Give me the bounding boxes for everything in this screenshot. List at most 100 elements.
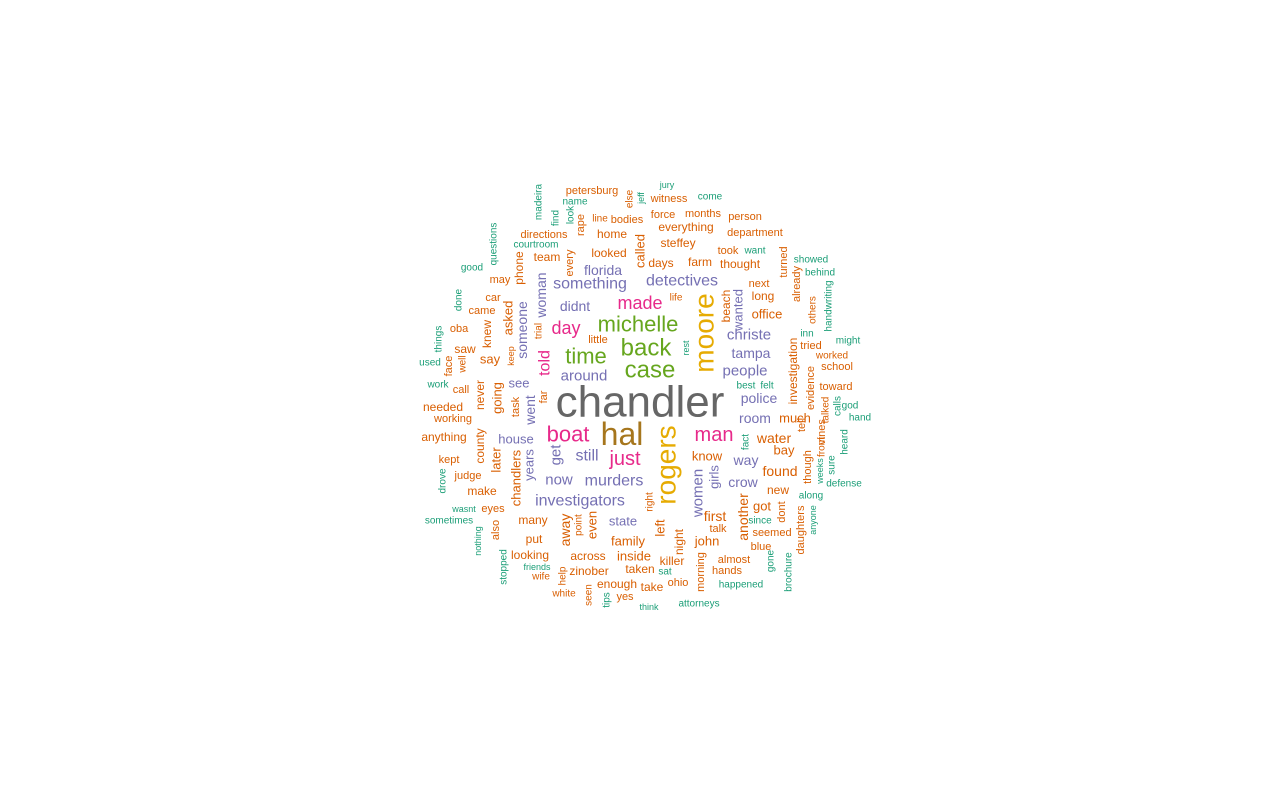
word-though: though xyxy=(802,450,814,484)
word-talk: talk xyxy=(709,523,727,535)
word-yes: yes xyxy=(616,591,634,603)
word-later: later xyxy=(489,447,504,473)
word-phone: phone xyxy=(512,251,526,285)
word-brochure: brochure xyxy=(784,552,795,592)
word-even: even xyxy=(585,511,600,539)
word-daughters: daughters xyxy=(795,505,807,554)
word-see: see xyxy=(509,376,530,391)
word-water: water xyxy=(756,430,792,446)
word-questions: questions xyxy=(489,223,500,266)
word-found: found xyxy=(762,463,797,479)
word-tampa: tampa xyxy=(732,345,771,361)
word-think: think xyxy=(639,602,659,612)
word-much: much xyxy=(779,411,811,426)
word-also: also xyxy=(490,520,502,540)
word-want: want xyxy=(743,246,765,257)
word-beach: beach xyxy=(719,290,733,323)
word-state: state xyxy=(609,514,637,529)
word-looked: looked xyxy=(591,246,626,260)
word-since: since xyxy=(748,516,772,527)
word-task: task xyxy=(510,396,522,417)
word-keep: keep xyxy=(506,346,516,366)
word-madeira: madeira xyxy=(534,184,545,221)
word-sometimes: sometimes xyxy=(425,516,473,527)
word-already: already xyxy=(791,265,803,302)
word-man: man xyxy=(695,424,734,446)
word-john: john xyxy=(694,534,720,549)
word-take: take xyxy=(641,580,664,594)
word-rape: rape xyxy=(575,214,587,236)
word-new: new xyxy=(767,483,789,497)
word-made: made xyxy=(617,293,662,313)
word-point: point xyxy=(574,514,585,536)
word-still: still xyxy=(575,448,598,465)
word-people: people xyxy=(722,363,767,380)
word-another: another xyxy=(735,493,751,541)
word-room: room xyxy=(739,410,771,426)
word-life: life xyxy=(670,293,683,304)
word-needed: needed xyxy=(423,400,463,414)
word-christe: christe xyxy=(727,327,771,344)
word-white: white xyxy=(551,589,576,600)
word-force: force xyxy=(651,209,675,221)
word-working: working xyxy=(433,413,472,425)
word-eyes: eyes xyxy=(481,503,505,515)
word-farm: farm xyxy=(688,255,712,269)
word-might: might xyxy=(836,336,861,347)
word-fact: fact xyxy=(741,434,752,450)
word-person: person xyxy=(728,211,762,223)
word-heard: heard xyxy=(840,429,851,455)
word-everything: everything xyxy=(658,220,713,234)
word-moore: moore xyxy=(689,293,720,372)
word-day: day xyxy=(551,318,580,338)
word-girls: girls xyxy=(707,465,722,489)
word-back: back xyxy=(621,335,673,362)
word-anyone: anyone xyxy=(808,505,818,535)
word-knew: knew xyxy=(480,320,494,348)
word-almost: almost xyxy=(718,554,750,566)
word-tried: tried xyxy=(800,340,821,352)
word-wasnt: wasnt xyxy=(451,504,476,514)
word-happened: happened xyxy=(719,580,764,591)
word-boat: boat xyxy=(547,422,590,447)
word-called: called xyxy=(633,234,648,268)
word-trial: trial xyxy=(534,323,545,339)
word-woman: woman xyxy=(533,272,549,318)
word-jeff: jeff xyxy=(636,192,646,205)
word-family: family xyxy=(611,534,645,549)
word-get: get xyxy=(548,444,565,466)
word-zinober: zinober xyxy=(569,564,608,578)
word-came: came xyxy=(469,305,496,317)
word-say: say xyxy=(480,352,501,367)
word-directions: directions xyxy=(520,229,568,241)
word-police: police xyxy=(741,390,778,406)
word-little: little xyxy=(588,334,608,346)
word-something: something xyxy=(553,276,627,293)
word-find: find xyxy=(551,210,562,226)
word-calls: calls xyxy=(833,396,844,416)
word-defense: defense xyxy=(826,479,862,490)
word-county: county xyxy=(473,428,487,463)
word-line: line xyxy=(592,214,608,225)
word-months: months xyxy=(685,208,722,220)
word-killer: killer xyxy=(660,554,685,568)
word-saw: saw xyxy=(454,342,476,356)
word-just: just xyxy=(608,448,641,470)
word-sure: sure xyxy=(827,455,838,475)
word-others: others xyxy=(808,296,819,324)
word-night: night xyxy=(672,528,686,555)
word-went: went xyxy=(522,395,538,426)
word-house: house xyxy=(498,432,533,447)
word-wanted: wanted xyxy=(731,289,746,332)
word-sat: sat xyxy=(658,567,672,578)
word-looking: looking xyxy=(511,548,549,562)
word-hands: hands xyxy=(712,565,742,577)
word-years: years xyxy=(522,449,537,481)
word-hal: hal xyxy=(601,416,644,452)
word-took: took xyxy=(718,245,739,257)
word-put: put xyxy=(526,532,543,546)
word-now: now xyxy=(545,472,573,489)
word-detectives: detectives xyxy=(646,273,718,290)
word-friends: friends xyxy=(523,562,551,572)
